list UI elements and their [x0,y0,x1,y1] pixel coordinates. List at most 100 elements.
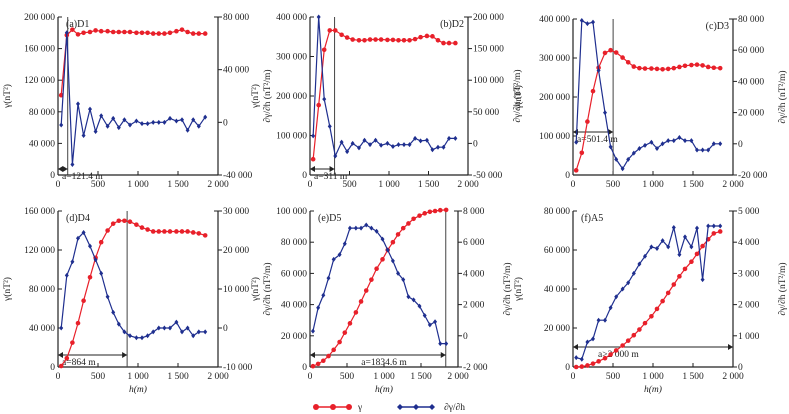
gamma-point [642,66,648,71]
panel-title: (f)A5 [581,213,603,224]
gamma-point [122,29,127,35]
y-right-tick-label: 10 000 [223,285,249,295]
x-tick-label: 0 [308,372,313,382]
gradient-point [614,294,619,300]
y-right-tick-label: 0 [738,363,743,373]
gamma-point [422,211,428,216]
gamma-point [362,38,367,43]
gradient-point [574,139,579,145]
gamma-point [608,352,613,357]
gamma-point [453,40,458,46]
x-tick-label: 0 [571,372,576,382]
gamma-point [654,66,660,72]
gradient-point [70,259,75,265]
gradient-point [151,329,156,335]
x-axis-label: h(m) [375,384,393,395]
gradient-point [441,144,446,150]
gradient-point [342,241,347,247]
gradient-point [347,225,352,231]
gradient-point [666,138,671,144]
range-label: a>2 000 m [598,350,639,360]
gradient-point [364,222,369,228]
gradient-point [643,142,647,148]
gamma-point [321,358,326,364]
gradient-point [316,305,321,311]
gamma-point [573,168,579,173]
gamma-point [110,29,116,35]
gradient-point [64,272,69,278]
gamma-point [637,327,642,332]
gamma-point [116,29,122,35]
gamma-point [711,231,717,236]
gamma-point [432,208,438,214]
gradient-point [608,305,613,311]
legend-gamma-marker [313,404,319,410]
legend-grad-marker [429,404,435,410]
y-right-label: ∂γ/∂h (nT²/m) [262,69,273,122]
gradient-point [88,106,92,112]
y-left-label: γ(nT²) [2,277,13,302]
gradient-point [151,119,156,125]
gamma-point [87,275,93,280]
gamma-point [613,50,619,55]
gamma-point [573,364,579,370]
gamma-point [602,50,608,56]
x-tick-label: 2 000 [447,372,469,382]
x-tick-label: 0 [56,372,61,382]
gradient-point [369,225,374,231]
gamma-point [58,363,64,369]
gradient-point [706,223,711,229]
x-tick-label: 500 [91,372,106,382]
gradient-point [174,118,179,124]
x-tick-label: 2 000 [207,180,229,190]
legend-grad-label: ∂γ/∂h [444,403,465,413]
gradient-point [620,166,625,172]
x-tick-label: 2 000 [722,180,744,190]
gradient-point [134,335,139,341]
gradient-point [422,313,427,319]
y-right-tick-label: 4 000 [463,269,485,279]
y-left-tick-label: 0 [565,171,570,181]
gradient-point [356,145,361,151]
gamma-point [116,218,122,224]
gamma-point [98,28,104,34]
y-right-label: ∂γ/∂h (nT²/m) [777,262,788,315]
y-left-tick-label: 100 000 [276,132,307,142]
gamma-point [145,227,150,232]
gamma-point [105,228,110,233]
gradient-point [396,142,401,148]
gamma-point [150,229,156,234]
y-right-tick-label: 1 000 [738,332,760,342]
x-tick-label: 1 000 [127,372,149,382]
y-right-tick-label: 3 000 [738,269,760,279]
gamma-point [179,229,185,234]
x-tick-label: 1 500 [167,372,189,382]
y-left-tick-label: 300 000 [276,53,307,63]
x-tick-label: 1 000 [127,180,149,190]
gamma-point [717,65,723,71]
y-left-tick-label: 60 000 [281,269,307,279]
gamma-point [179,27,185,32]
gradient-point [402,142,407,148]
gradient-point [631,150,636,156]
gamma-point [660,298,665,304]
gamma-point [677,274,682,279]
gradient-point [111,309,116,315]
gamma-point [385,37,390,43]
y-left-tick-label: 40 000 [29,324,55,334]
gamma-point [105,28,110,34]
gradient-point [105,123,110,129]
gamma-point [342,330,348,335]
gradient-point [59,122,64,128]
gradient-point [373,137,378,143]
gradient-point [660,141,665,147]
x-tick-label: 0 [571,180,576,190]
gamma-point [602,355,608,361]
gamma-point [590,88,596,94]
gradient-point [128,122,132,128]
gradient-point [401,277,406,283]
x-tick-label: 1 000 [642,372,664,382]
gamma-point [339,32,344,38]
gamma-point [694,62,700,67]
gamma-point [196,31,202,36]
